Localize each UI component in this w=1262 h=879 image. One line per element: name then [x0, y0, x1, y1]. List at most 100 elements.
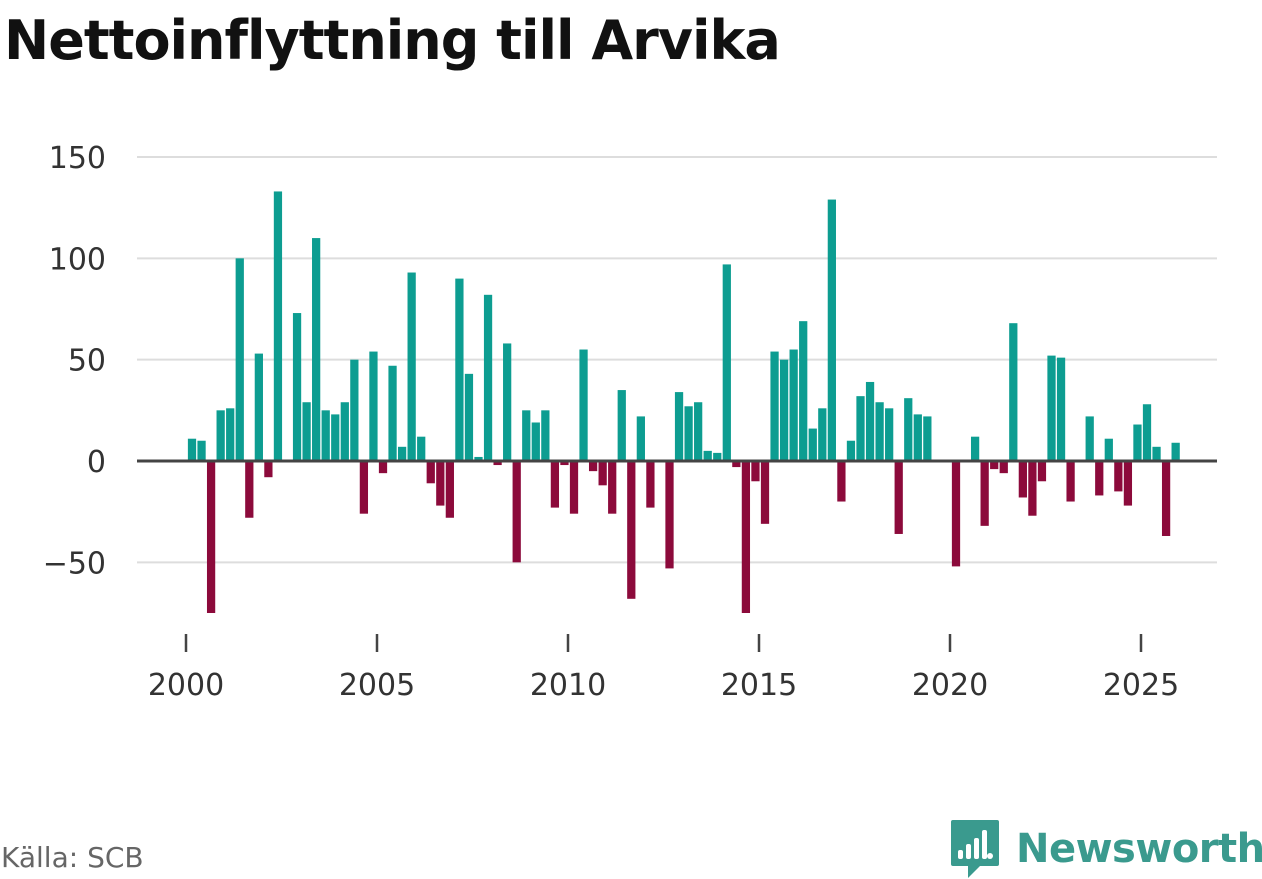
bar-negative: [951, 461, 961, 567]
bar-negative: [741, 461, 751, 613]
bar-positive: [818, 408, 827, 461]
bar-positive: [674, 392, 684, 461]
bar-positive: [522, 410, 531, 461]
bar-positive: [503, 343, 512, 461]
bar-negative: [646, 461, 655, 508]
bar-negative: [569, 461, 579, 514]
bar-negative: [894, 461, 903, 534]
bar-negative: [588, 461, 598, 472]
bar-negative: [1123, 461, 1133, 506]
bar-positive: [1056, 357, 1066, 461]
bar-positive: [187, 438, 197, 461]
bar-positive: [789, 349, 798, 461]
bar-positive: [1142, 404, 1152, 461]
bar-positive: [254, 353, 263, 461]
bar-positive: [1104, 438, 1113, 461]
bar-positive: [1047, 355, 1056, 461]
bar-positive: [312, 238, 321, 461]
bar-positive: [302, 402, 311, 461]
bar-negative: [1095, 461, 1104, 496]
y-axis: 150 100 50 0 −50: [43, 141, 106, 581]
x-tick-label: 2015: [721, 668, 797, 703]
x-tick-label: 2020: [912, 668, 988, 703]
bar-positive: [1171, 442, 1180, 461]
bar-positive: [541, 410, 550, 461]
bar-positive: [703, 450, 712, 461]
bar-positive: [970, 436, 980, 461]
bar-positive: [827, 199, 836, 461]
bar-negative: [378, 461, 388, 474]
bar-positive: [273, 191, 283, 461]
x-axis: 2000 2005 2010 2015 2020 2025: [148, 634, 1179, 703]
bar-positive: [808, 428, 817, 461]
bar-positive: [216, 410, 225, 461]
bar-positive: [904, 398, 913, 461]
bar-positive: [226, 408, 235, 461]
bar-positive: [684, 406, 693, 461]
brand-name: Newsworthy: [1016, 826, 1262, 872]
x-tick-label: 2010: [530, 668, 606, 703]
bar-negative: [608, 461, 617, 514]
brand-logo: Newsworthy: [950, 818, 1262, 879]
bar-positive: [694, 402, 703, 461]
bar-positive: [770, 351, 779, 461]
bar-positive: [235, 258, 244, 461]
bar-negative: [990, 461, 999, 470]
bar-negative: [999, 461, 1008, 474]
bar-positive: [579, 349, 588, 461]
bar-positive: [1133, 424, 1142, 461]
bar-negative: [436, 461, 445, 506]
bar-negative: [1037, 461, 1047, 482]
bar-positive: [923, 416, 932, 461]
bar-negative: [980, 461, 989, 526]
bar-positive: [799, 321, 808, 461]
bar-positive: [875, 402, 884, 461]
bars: [187, 191, 1180, 613]
bar-negative: [493, 461, 502, 466]
bar-positive: [1152, 446, 1161, 461]
bar-positive: [483, 294, 493, 461]
bar-positive: [846, 440, 856, 461]
bar-positive: [885, 408, 894, 461]
bar-positive: [713, 452, 722, 461]
y-tick-label: 100: [49, 242, 106, 277]
bar-positive: [856, 396, 865, 461]
bar-negative: [1066, 461, 1075, 502]
bar-negative: [1161, 461, 1171, 536]
bar-negative: [245, 461, 254, 518]
bar-positive: [388, 365, 397, 461]
bar-positive: [913, 414, 922, 461]
bar-negative: [264, 461, 273, 478]
source-note: Källa: SCB: [1, 841, 144, 874]
bar-positive: [531, 422, 540, 461]
bar-positive: [340, 402, 349, 461]
bar-negative: [1114, 461, 1123, 492]
bar-negative: [837, 461, 846, 502]
newsworthy-logo-icon: [951, 820, 999, 878]
bar-negative: [1018, 461, 1027, 498]
bar-positive: [455, 278, 464, 461]
bar-negative: [760, 461, 770, 524]
bar-positive: [865, 381, 875, 461]
bar-negative: [445, 461, 454, 518]
bar-positive: [1009, 323, 1018, 461]
bar-positive: [464, 373, 474, 461]
y-tick-label: 150: [49, 141, 106, 176]
bar-negative: [627, 461, 636, 599]
bar-positive: [197, 440, 206, 461]
bar-positive: [417, 436, 426, 461]
bar-negative: [665, 461, 674, 569]
bar-negative: [550, 461, 560, 508]
bar-negative: [206, 461, 216, 613]
bar-positive: [397, 446, 407, 461]
bar-negative: [751, 461, 760, 482]
bar-negative: [426, 461, 435, 484]
bar-negative: [359, 461, 369, 514]
bar-positive: [474, 456, 483, 461]
bar-positive: [1085, 416, 1094, 461]
y-tick-label: 50: [68, 344, 106, 379]
x-tick-label: 2005: [339, 668, 415, 703]
bar-negative: [598, 461, 607, 486]
chart-title: Nettoinflyttning till Arvika: [4, 9, 781, 72]
